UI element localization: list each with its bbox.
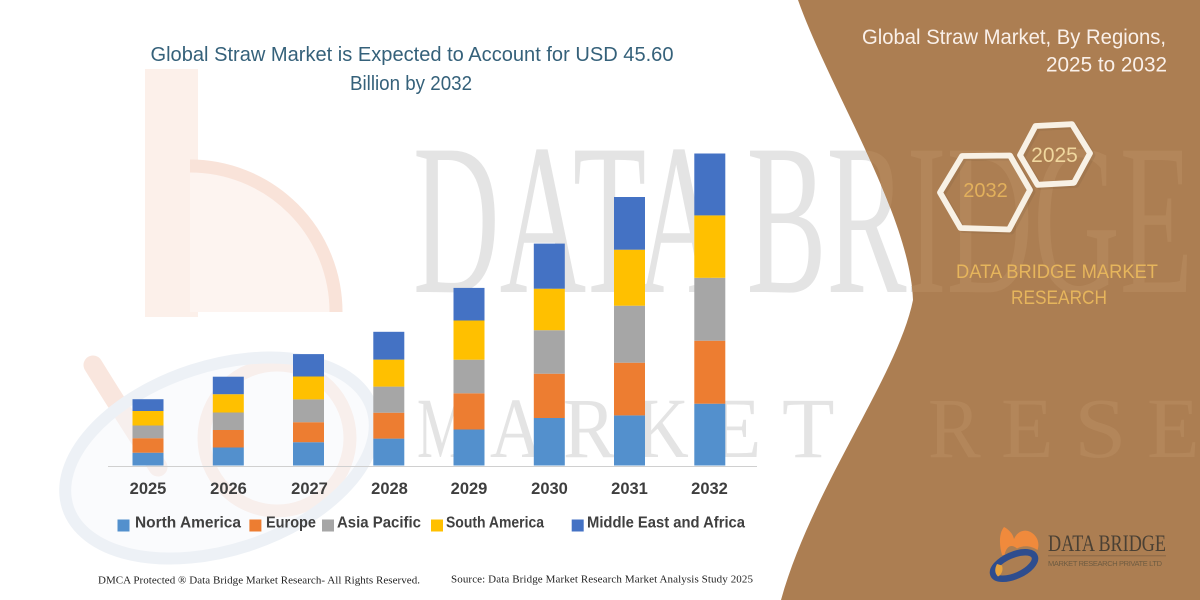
svg-text:Europe: Europe bbox=[266, 515, 316, 532]
svg-text:2028: 2028 bbox=[371, 480, 408, 498]
svg-text:2032: 2032 bbox=[963, 180, 1008, 202]
svg-text:S: S bbox=[1074, 380, 1127, 476]
svg-text:MARKET RESEARCH PRIVATE LTD: MARKET RESEARCH PRIVATE LTD bbox=[1048, 559, 1163, 568]
svg-text:Middle East and Africa: Middle East and Africa bbox=[587, 515, 745, 532]
svg-text:RESEARCH: RESEARCH bbox=[1011, 287, 1107, 309]
svg-text:2030: 2030 bbox=[531, 480, 568, 498]
svg-text:R: R bbox=[563, 380, 616, 476]
svg-text:2027: 2027 bbox=[291, 480, 328, 498]
svg-text:North America: North America bbox=[135, 515, 241, 532]
svg-text:2029: 2029 bbox=[451, 480, 488, 498]
svg-text:Asia Pacific: Asia Pacific bbox=[337, 515, 421, 532]
svg-text:Global Straw Market is Expecte: Global Straw Market is Expected to Accou… bbox=[151, 43, 674, 66]
svg-text:DMCA Protected ® Data Bridge M: DMCA Protected ® Data Bridge Market Rese… bbox=[98, 575, 420, 587]
svg-text:T: T bbox=[782, 380, 835, 476]
svg-text:E: E bbox=[1147, 380, 1200, 476]
svg-text:2026: 2026 bbox=[210, 480, 247, 498]
svg-text:Global Straw Market, By Region: Global Straw Market, By Regions, bbox=[862, 26, 1166, 49]
svg-text:2032: 2032 bbox=[691, 480, 728, 498]
svg-text:E: E bbox=[1001, 380, 1054, 476]
svg-text:Source: Data Bridge Market Res: Source: Data Bridge Market Research Mark… bbox=[451, 574, 754, 586]
svg-text:2025: 2025 bbox=[1031, 144, 1078, 167]
svg-text:Billion by 2032: Billion by 2032 bbox=[350, 72, 472, 95]
svg-text:2025: 2025 bbox=[130, 480, 167, 498]
svg-text:DATA BRIDGE: DATA BRIDGE bbox=[1048, 531, 1166, 556]
svg-text:DATA BRIDGE MARKET: DATA BRIDGE MARKET bbox=[956, 261, 1158, 283]
svg-text:South America: South America bbox=[446, 515, 544, 532]
svg-text:R: R bbox=[928, 380, 981, 476]
svg-text:2025 to 2032: 2025 to 2032 bbox=[1046, 54, 1167, 77]
svg-text:2031: 2031 bbox=[611, 480, 648, 498]
